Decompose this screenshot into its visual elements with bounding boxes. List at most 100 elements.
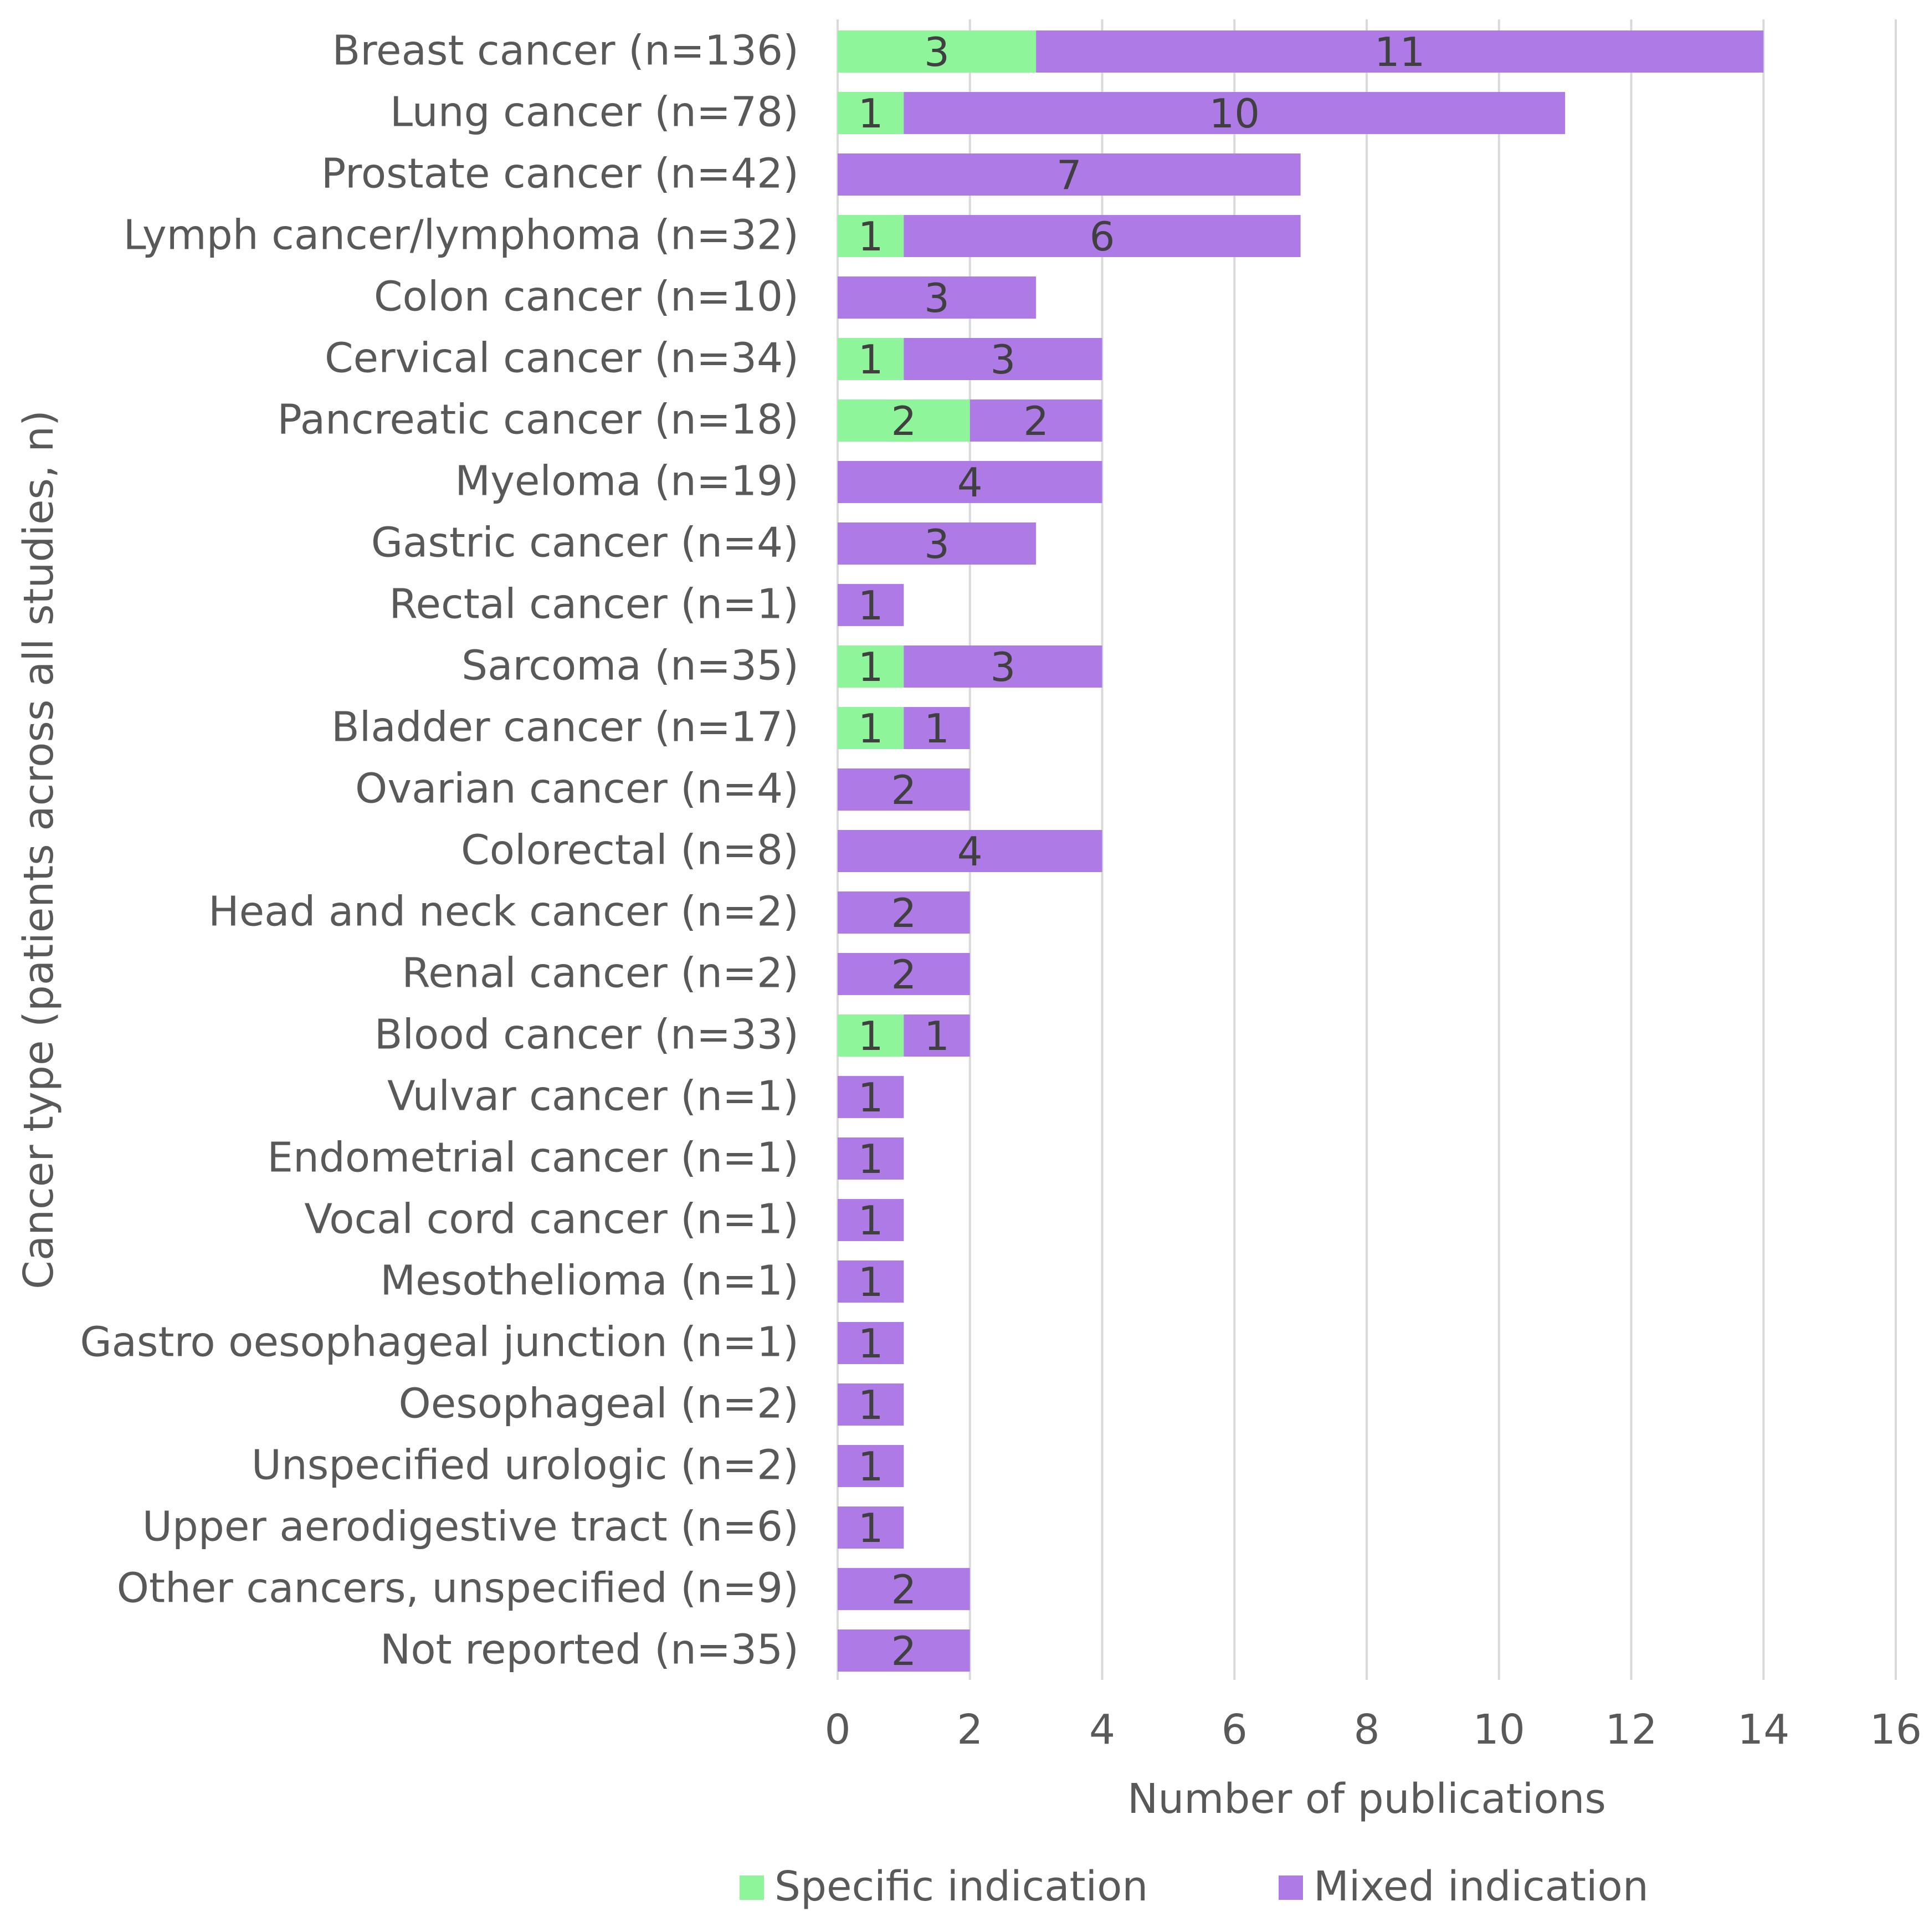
- bar-mixed-11: [904, 707, 970, 749]
- data-label-mixed-24: 1: [858, 1505, 884, 1551]
- data-label-mixed-1: 10: [1209, 90, 1260, 137]
- category-label-22: Oesophageal (n=2): [399, 1380, 799, 1428]
- data-label-mixed-5: 3: [991, 336, 1016, 383]
- bar-mixed-22: [838, 1383, 904, 1426]
- bar-mixed-18: [838, 1137, 904, 1180]
- category-label-14: Head and neck cancer (n=2): [208, 888, 799, 936]
- bar-specific-0: [838, 30, 1037, 73]
- x-tick-label-3: 6: [1222, 1706, 1248, 1754]
- data-label-mixed-19: 1: [858, 1197, 884, 1244]
- x-tick-label-8: 16: [1870, 1706, 1922, 1754]
- bar-mixed-2: [838, 153, 1301, 196]
- bar-mixed-13: [838, 830, 1102, 872]
- category-label-23: Unspecified urologic (n=2): [252, 1442, 799, 1489]
- legend: Specific indication Mixed indication: [740, 1863, 1649, 1910]
- bar-mixed-9: [838, 584, 904, 626]
- x-tick-label-7: 14: [1737, 1706, 1789, 1754]
- bar-mixed-14: [838, 891, 970, 934]
- bar-specific-1: [838, 92, 904, 134]
- bar-mixed-10: [904, 645, 1102, 688]
- category-label-9: Rectal cancer (n=1): [389, 581, 799, 628]
- x-tick-label-6: 12: [1605, 1706, 1657, 1754]
- bar-specific-10: [838, 645, 904, 688]
- data-label-mixed-0: 11: [1374, 29, 1425, 75]
- bar-mixed-17: [838, 1076, 904, 1118]
- data-label-mixed-20: 1: [858, 1259, 884, 1305]
- category-label-8: Gastric cancer (n=4): [371, 519, 799, 567]
- data-label-specific-16: 1: [858, 1013, 884, 1059]
- category-label-11: Bladder cancer (n=17): [331, 704, 799, 751]
- bar-specific-16: [838, 1014, 904, 1057]
- data-label-mixed-8: 3: [924, 521, 950, 567]
- category-label-26: Not reported (n=35): [380, 1626, 799, 1674]
- data-label-mixed-16: 1: [924, 1013, 950, 1059]
- x-tick-labels: 0 2 4 6 8 10 12 14 16: [824, 1706, 1922, 1754]
- data-label-specific-1: 1: [858, 90, 884, 137]
- category-label-25: Other cancers, unspecified (n=9): [117, 1565, 799, 1612]
- x-tick-label-5: 10: [1473, 1706, 1525, 1754]
- category-label-2: Prostate cancer (n=42): [321, 150, 799, 198]
- category-label-18: Endometrial cancer (n=1): [267, 1134, 799, 1182]
- bar-mixed-0: [1036, 30, 1764, 73]
- bar-specific-5: [838, 338, 904, 380]
- data-label-specific-3: 1: [858, 213, 884, 260]
- data-label-mixed-12: 2: [891, 767, 916, 813]
- data-label-mixed-25: 2: [891, 1566, 916, 1613]
- data-label-mixed-4: 3: [924, 275, 950, 321]
- bar-mixed-5: [904, 338, 1102, 380]
- data-label-mixed-2: 7: [1056, 152, 1082, 198]
- bar-mixed-20: [838, 1260, 904, 1303]
- bar-mixed-16: [904, 1014, 970, 1057]
- x-axis-title: Number of publications: [1127, 1775, 1606, 1823]
- x-tick-label-1: 2: [957, 1706, 983, 1754]
- data-label-mixed-11: 1: [924, 705, 950, 752]
- bar-mixed-3: [904, 215, 1301, 257]
- bar-mixed-19: [838, 1199, 904, 1241]
- category-label-6: Pancreatic cancer (n=18): [277, 396, 799, 444]
- data-label-mixed-15: 2: [891, 951, 916, 998]
- category-label-24: Upper aerodigestive tract (n=6): [142, 1503, 799, 1551]
- category-label-12: Ovarian cancer (n=4): [355, 765, 799, 813]
- y-axis-title: Cancer type (patients across all studies…: [15, 410, 63, 1289]
- bar-mixed-21: [838, 1322, 904, 1364]
- category-label-7: Myeloma (n=19): [455, 458, 799, 505]
- data-label-mixed-18: 1: [858, 1136, 884, 1182]
- category-label-0: Breast cancer (n=136): [332, 27, 799, 75]
- data-label-mixed-22: 1: [858, 1382, 884, 1428]
- data-label-mixed-6: 2: [1023, 398, 1049, 444]
- bar-mixed-6: [969, 399, 1102, 442]
- category-label-15: Renal cancer (n=2): [402, 950, 799, 997]
- bar-mixed-7: [838, 461, 1102, 503]
- data-label-specific-0: 3: [924, 29, 950, 75]
- category-labels: Breast cancer (n=136) Lung cancer (n=78) P…: [80, 27, 799, 1674]
- bar-specific-6: [838, 399, 970, 442]
- data-label-mixed-21: 1: [858, 1320, 884, 1367]
- bar-mixed-8: [838, 522, 1037, 565]
- category-label-21: Gastro oesophageal junction (n=1): [80, 1319, 799, 1366]
- category-label-16: Blood cancer (n=33): [374, 1011, 799, 1059]
- data-label-mixed-9: 1: [858, 582, 884, 629]
- bar-mixed-25: [838, 1568, 970, 1610]
- category-label-20: Mesothelioma (n=1): [380, 1257, 799, 1305]
- category-label-3: Lymph cancer/lymphoma (n=32): [123, 212, 799, 259]
- data-label-mixed-3: 6: [1090, 213, 1115, 260]
- data-label-specific-5: 1: [858, 336, 884, 383]
- data-label-mixed-26: 2: [891, 1628, 916, 1674]
- bar-mixed-23: [838, 1445, 904, 1487]
- bar-mixed-1: [904, 92, 1566, 134]
- data-label-specific-11: 1: [858, 705, 884, 752]
- legend-swatch-mixed: [1279, 1875, 1303, 1900]
- data-label-mixed-10: 3: [991, 644, 1016, 690]
- category-label-4: Colon cancer (n=10): [374, 273, 799, 321]
- legend-label-mixed: Mixed indication: [1314, 1863, 1649, 1910]
- data-label-specific-10: 1: [858, 644, 884, 690]
- x-tick-label-0: 0: [824, 1706, 850, 1754]
- data-label-mixed-7: 4: [957, 459, 983, 506]
- legend-label-specific: Specific indication: [774, 1863, 1148, 1910]
- legend-swatch-specific: [740, 1875, 764, 1900]
- bar-specific-3: [838, 215, 904, 257]
- category-label-17: Vulvar cancer (n=1): [387, 1073, 799, 1120]
- bar-mixed-24: [838, 1506, 904, 1549]
